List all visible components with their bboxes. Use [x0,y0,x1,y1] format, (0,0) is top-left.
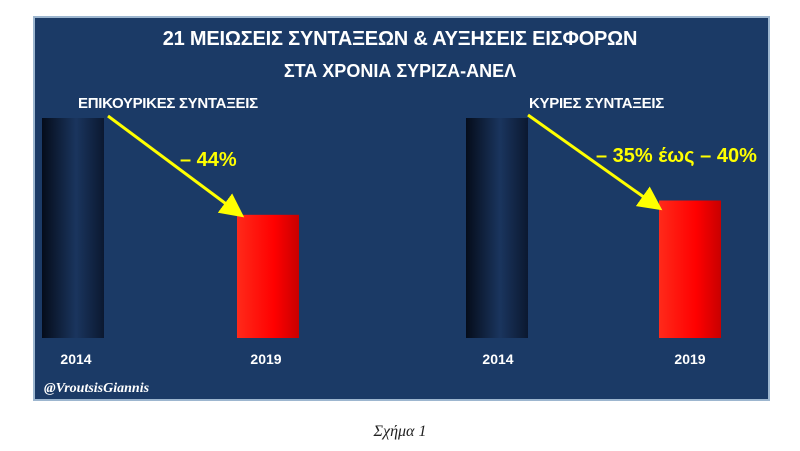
bar-2014-chart-1 [42,118,104,338]
decrease-arrow [527,113,663,211]
decrease-arrow [107,114,245,218]
bar-2019-chart-1 [237,214,299,338]
chart-title-line-2: ΣΤΑ ΧΡΟΝΙΑ ΣΥΡΙΖΑ-ΑΝΕΛ [283,61,517,81]
right-chart-title: ΚΥΡΙΕΣ ΣΥΝΤΑΞΕΙΣ [529,95,664,112]
change-annotation: – 35% έως – 40% [596,145,757,167]
x-tick-label: 2019 [250,351,281,367]
chart-title-line-1: 21 ΜΕΙΩΣΕΙΣ ΣΥΝΤΑΞΕΩΝ & ΑΥΞΗΣΕΙΣ ΕΙΣΦΟΡΩ… [162,28,638,50]
x-tick-label: 2014 [60,351,91,367]
change-annotation: – 44% [180,149,237,171]
bar-2014-chart-2 [466,118,528,338]
bar-2019-chart-2 [659,200,721,338]
watermark-handle: @VroutsisGiannis [44,381,150,396]
x-tick-label: 2014 [482,351,513,367]
left-chart-title: ΕΠΙΚΟΥΡΙΚΕΣ ΣΥΝΤΑΞΕΙΣ [78,95,258,112]
x-tick-label: 2019 [674,351,705,367]
figure-caption: Σχήμα 1 [373,423,427,440]
